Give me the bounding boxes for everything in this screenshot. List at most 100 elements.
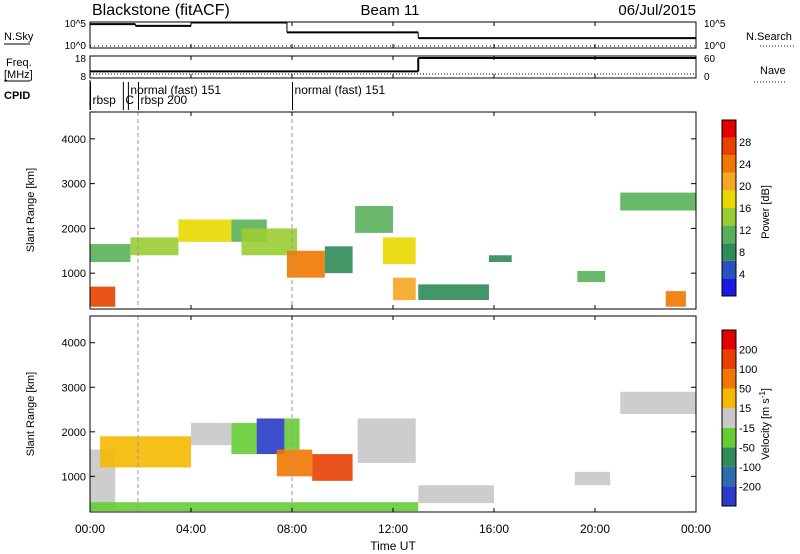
velocity-patch	[357, 418, 416, 463]
y-tick-label: 4000	[62, 134, 86, 146]
cpid-entry: normal (fast) 151	[130, 83, 221, 97]
velocity-y-label: Slant Range [km]	[25, 372, 37, 456]
cpid-entry: normal (fast) 151	[295, 83, 386, 97]
power-colorbar: 4 8 12 16 20 24 28	[721, 119, 751, 297]
y-tick-label: 1000	[62, 471, 86, 483]
power-colorbar-swatch	[722, 243, 736, 261]
velocity-colorbar: 200 100 50 15 -15 -50 -100 -200	[721, 329, 761, 507]
velocity-patch	[620, 391, 696, 414]
velocity-patch	[191, 422, 232, 446]
freq-right-tick-bottom: 0	[704, 72, 710, 83]
time-tick-label: 16:00	[479, 522, 509, 536]
power-colorbar-tick-label: 24	[739, 159, 751, 171]
noise-left-label: N.Sky	[4, 31, 34, 43]
power-patch	[90, 286, 116, 307]
y-tick-label: 2000	[62, 223, 86, 235]
power-colorbar-swatch	[722, 120, 736, 138]
power-patch	[488, 255, 512, 262]
velocity-colorbar-swatch	[722, 427, 736, 448]
power-colorbar-swatch	[722, 190, 736, 208]
velocity-colorbar-frame	[721, 329, 737, 507]
velocity-colorbar-swatch	[722, 330, 736, 350]
time-tick-label: 04:00	[176, 522, 206, 536]
power-colorbar-swatch	[722, 155, 736, 173]
power-colorbar-tick-label: 28	[739, 137, 751, 149]
y-tick-label: 3000	[62, 382, 86, 394]
velocity-panel: 1000 2000 3000 4000 Slant Range [km] 200 100…	[25, 315, 772, 513]
power-colorbar-swatch	[722, 278, 736, 296]
velocity-patch	[231, 422, 257, 455]
power-patch	[241, 228, 298, 256]
velocity-patch	[276, 449, 313, 477]
y-tick-label: 1000	[62, 268, 86, 280]
velocity-colorbar-swatch	[722, 486, 736, 506]
power-patch	[90, 244, 131, 262]
power-colorbar-swatch	[722, 208, 736, 226]
velocity-colorbar-tick-label: -100	[739, 462, 761, 474]
velocity-patch	[90, 502, 419, 512]
noise-right-tick-bottom: 10^0	[704, 41, 726, 52]
freq-right-label: Nave	[760, 65, 786, 77]
power-patch	[418, 284, 489, 301]
power-colorbar-swatch	[722, 225, 736, 244]
time-tick-label: 20:00	[580, 522, 610, 536]
cpid-entry: C	[125, 93, 134, 107]
time-tick-label: 08:00	[277, 522, 307, 536]
power-patch	[355, 206, 393, 233]
power-patch	[178, 219, 232, 242]
velocity-colorbar-swatch	[722, 466, 736, 487]
velocity-colorbar-tick-label: 100	[739, 364, 757, 376]
power-colorbar-frame	[721, 119, 737, 297]
power-y-ticks: 1000 2000 3000 4000	[62, 134, 696, 280]
velocity-patch	[312, 454, 353, 481]
power-patch	[577, 270, 606, 283]
velocity-colorbar-swatch	[722, 349, 736, 370]
cpid-entry: rbsp	[93, 93, 117, 107]
velocity-colorbar-swatch	[722, 447, 736, 467]
velocity-patch	[256, 418, 285, 455]
velocity-colorbar-swatch	[722, 388, 736, 409]
noise-left-tick-top: 10^5	[65, 19, 87, 30]
velocity-patch	[100, 436, 191, 468]
velocity-colorbar-tick-label: -15	[739, 423, 755, 435]
power-patch	[324, 246, 353, 274]
power-patches	[90, 112, 696, 309]
power-colorbar-tick-label: 20	[739, 181, 751, 193]
cpid-label: CPID	[4, 90, 30, 102]
y-tick-label: 3000	[62, 179, 86, 191]
velocity-patch	[418, 485, 494, 504]
noise-right-tick-top: 10^5	[704, 19, 726, 30]
time-axis: 00:00 04:00 08:00 12:00 16:00 20:00 00:00	[75, 22, 711, 536]
freq-left-tick-top: 18	[75, 54, 87, 65]
power-colorbar-tick-label: 4	[739, 269, 745, 281]
velocity-colorbar-swatch	[722, 408, 736, 428]
freq-left-label: Freq.	[6, 57, 32, 69]
power-colorbar-tick-label: 8	[739, 247, 745, 259]
time-axis-label: Time UT	[370, 539, 416, 553]
power-patch	[286, 250, 325, 278]
freq-left-unit: [MHz]	[4, 69, 33, 81]
freq-series	[90, 57, 696, 75]
noise-panel: N.Sky 10^5 10^0 10^5 10^0 N.Search	[4, 19, 796, 52]
power-colorbar-tick-label: 16	[739, 203, 751, 215]
noise-left-tick-bottom: 10^0	[65, 41, 87, 52]
freq-panel: Freq. [MHz] 18 8 60 0 Nave	[4, 54, 786, 83]
power-colorbar-tick-label: 12	[739, 225, 751, 237]
time-tick-label: 00:00	[681, 522, 711, 536]
beam-title: Beam 11	[361, 2, 420, 19]
velocity-colorbar-tick-label: 200	[739, 345, 757, 357]
time-tick-label: 00:00	[75, 522, 105, 536]
velocity-colorbar-tick-label: -200	[739, 481, 761, 493]
y-tick-label: 2000	[62, 427, 86, 439]
freq-right-tick-top: 60	[704, 54, 716, 65]
power-patch	[620, 192, 696, 211]
time-tick-label: 12:00	[378, 522, 408, 536]
velocity-colorbar-tick-label: -50	[739, 442, 755, 454]
velocity-patch	[574, 471, 611, 486]
velocity-colorbar-tick-label: 15	[739, 403, 751, 415]
power-panel: 1000 2000 3000 4000 Slant Range [km] 4 8 12 16…	[25, 111, 772, 310]
velocity-colorbar-tick-label: 50	[739, 384, 751, 396]
power-patch	[393, 277, 416, 301]
